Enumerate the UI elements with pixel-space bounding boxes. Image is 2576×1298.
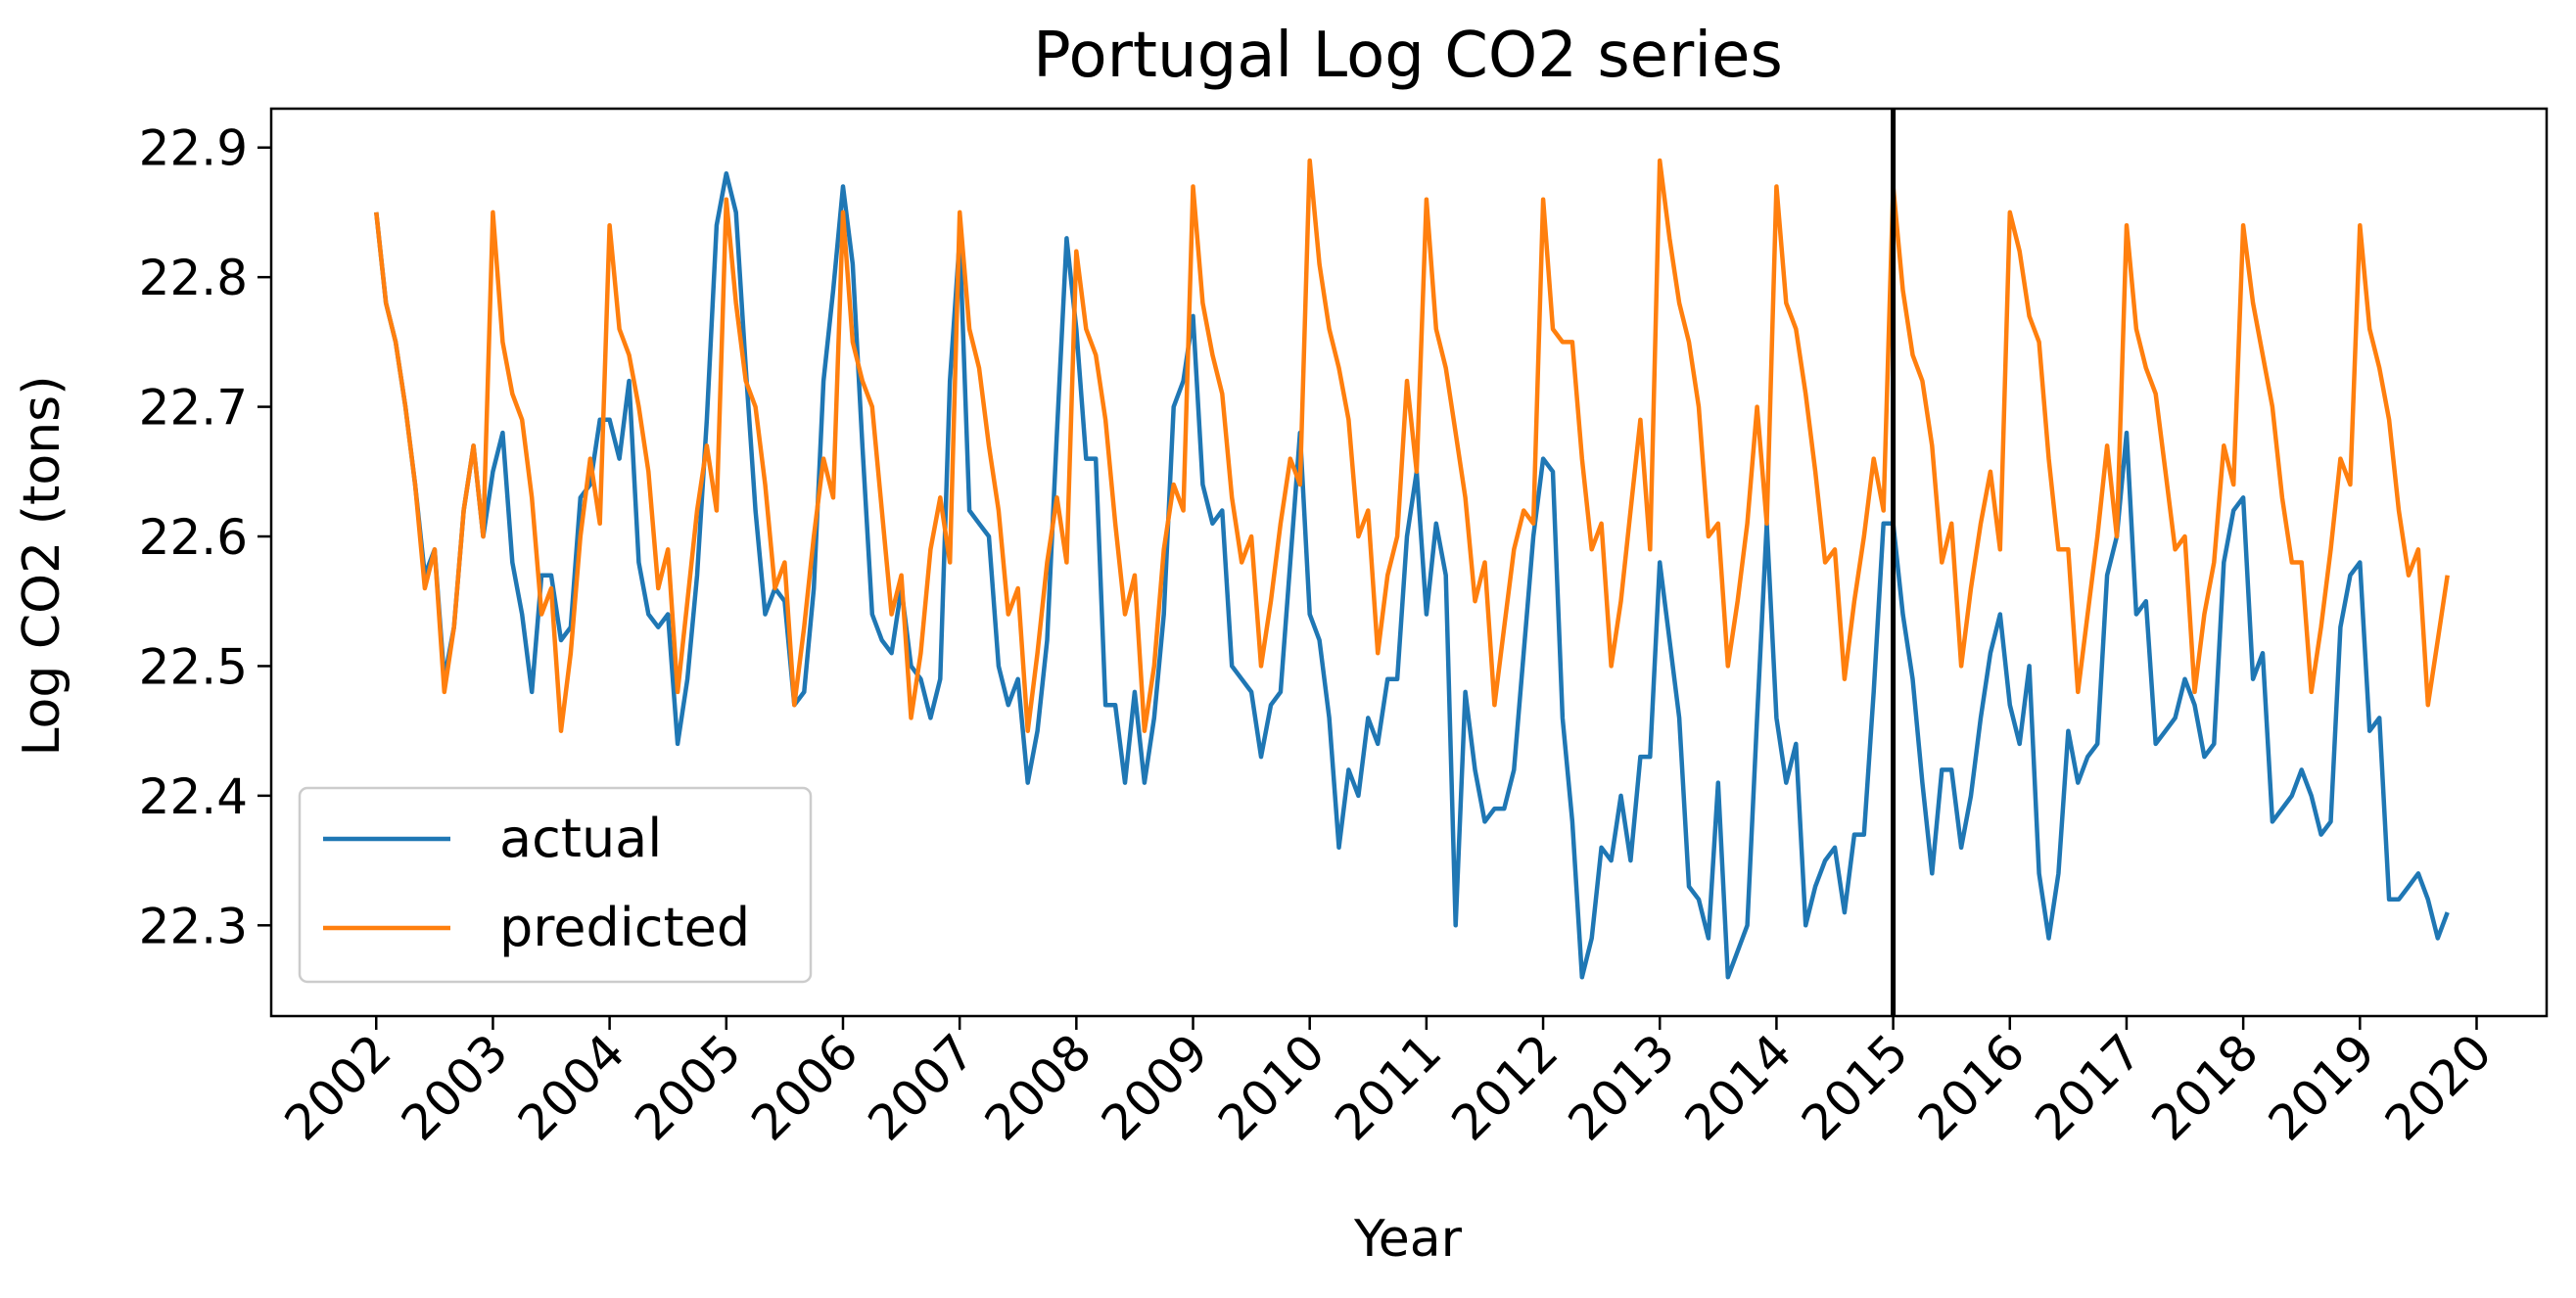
y-tick-label: 22.6: [139, 509, 248, 566]
x-axis-label: Year: [1353, 1210, 1463, 1269]
legend-label-actual: actual: [499, 808, 662, 869]
y-tick-label: 22.8: [139, 250, 248, 306]
legend-label-predicted: predicted: [499, 897, 750, 958]
series-line-actual: [374, 170, 2450, 980]
legend: actual predicted: [298, 786, 813, 984]
y-tick-label: 22.4: [139, 768, 248, 825]
y-tick-label: 22.7: [139, 380, 248, 437]
y-axis-label: Log CO2 (tons): [13, 375, 71, 756]
plot-frame: [269, 107, 2549, 1018]
series-line-predicted: [374, 158, 2450, 733]
y-tick-label: 22.5: [139, 638, 248, 695]
y-tick-label: 22.9: [139, 120, 248, 177]
legend-box: [298, 786, 813, 984]
chart-title: Portugal Log CO2 series: [1033, 20, 1783, 92]
y-tick-label: 22.3: [139, 898, 248, 954]
